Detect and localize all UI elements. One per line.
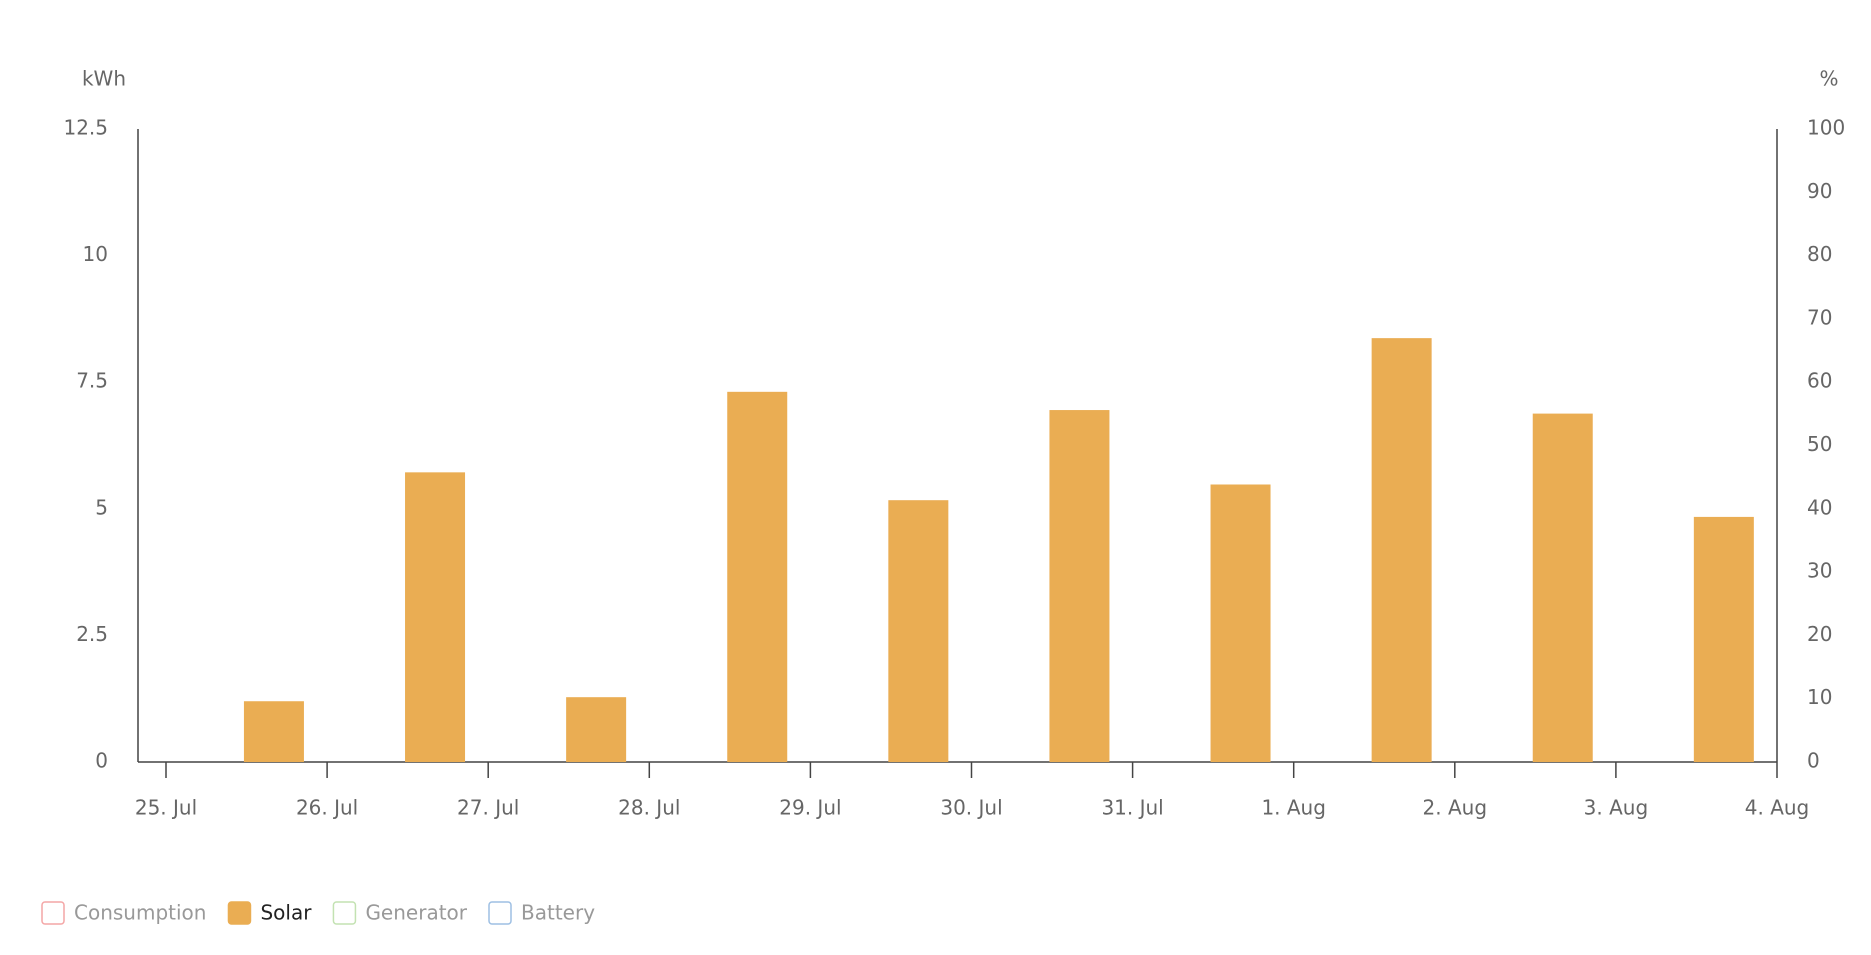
y2-unit: % bbox=[1819, 67, 1838, 91]
y2-tick-label: 0 bbox=[1807, 749, 1820, 773]
x-tick-label: 25. Jul bbox=[135, 796, 197, 820]
legend-swatch[interactable] bbox=[488, 901, 512, 925]
legend-label[interactable]: Consumption bbox=[74, 901, 206, 925]
x-tick-label: 3. Aug bbox=[1584, 796, 1649, 820]
x-tick-label: 4. Aug bbox=[1745, 796, 1810, 820]
legend-label[interactable]: Generator bbox=[365, 901, 467, 925]
bar bbox=[888, 500, 949, 762]
y-tick-label: 0 bbox=[95, 749, 108, 773]
bar bbox=[1693, 516, 1754, 762]
legend-swatch[interactable] bbox=[41, 901, 65, 925]
bar bbox=[243, 701, 304, 762]
y2-tick-label: 60 bbox=[1807, 369, 1832, 393]
y-tick-label: 2.5 bbox=[76, 622, 108, 646]
bar bbox=[566, 697, 627, 762]
x-tick-label: 1. Aug bbox=[1261, 796, 1326, 820]
y2-tick-label: 100 bbox=[1807, 116, 1845, 140]
bar bbox=[1049, 410, 1110, 762]
y-unit: kWh bbox=[82, 67, 126, 91]
y2-tick-label: 70 bbox=[1807, 305, 1832, 329]
x-tick-label: 26. Jul bbox=[296, 796, 358, 820]
legend-label[interactable]: Solar bbox=[260, 901, 312, 925]
y2-tick-label: 10 bbox=[1807, 685, 1832, 709]
x-tick-label: 2. Aug bbox=[1423, 796, 1488, 820]
y-tick-label: 10 bbox=[83, 242, 108, 266]
y2-tick-label: 90 bbox=[1807, 179, 1832, 203]
bar bbox=[1532, 413, 1593, 762]
x-tick-label: 27. Jul bbox=[457, 796, 519, 820]
y2-tick-label: 80 bbox=[1807, 242, 1832, 266]
y2-tick-label: 30 bbox=[1807, 559, 1832, 583]
x-tick-label: 30. Jul bbox=[940, 796, 1002, 820]
y-tick-label: 12.5 bbox=[63, 116, 108, 140]
x-tick-label: 28. Jul bbox=[618, 796, 680, 820]
y2-tick-label: 50 bbox=[1807, 432, 1832, 456]
bar bbox=[727, 391, 788, 762]
bar bbox=[405, 472, 466, 762]
legend-swatch[interactable] bbox=[227, 901, 252, 925]
x-tick-label: 29. Jul bbox=[779, 796, 841, 820]
y2-tick-label: 40 bbox=[1807, 495, 1832, 519]
legend-label[interactable]: Battery bbox=[521, 901, 595, 925]
y-tick-label: 7.5 bbox=[76, 369, 108, 393]
bar bbox=[1210, 484, 1271, 762]
bar bbox=[1371, 338, 1432, 762]
y2-tick-label: 20 bbox=[1807, 622, 1832, 646]
x-tick-label: 31. Jul bbox=[1101, 796, 1163, 820]
y-tick-label: 5 bbox=[95, 495, 108, 519]
legend-swatch[interactable] bbox=[332, 901, 357, 925]
